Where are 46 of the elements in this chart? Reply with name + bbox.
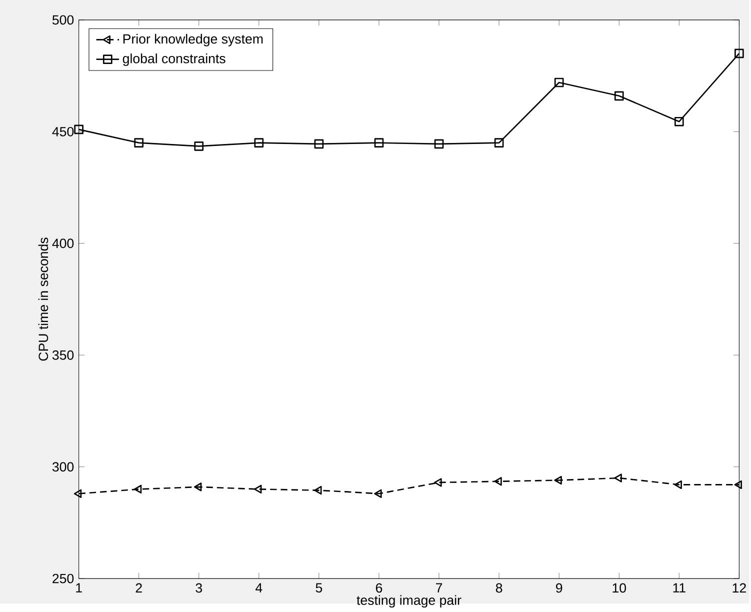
point (734, 48, 744, 58)
point (194, 142, 204, 151)
point (254, 138, 264, 148)
point (374, 489, 382, 498)
point (434, 478, 442, 487)
y-tick-label: 250 (52, 574, 74, 584)
y-tick-label: 500 (52, 15, 74, 25)
point (554, 476, 562, 485)
point (674, 116, 684, 126)
x-tick-label: 6 (376, 583, 382, 593)
point (314, 486, 322, 495)
x-tick-label: 5 (316, 583, 322, 593)
point (314, 139, 324, 149)
point (554, 78, 564, 88)
point (194, 482, 202, 492)
y-tick-label: 400 (52, 238, 74, 248)
y-tick-label: 450 (52, 126, 74, 136)
x-tick-label: 1 (76, 583, 82, 592)
x-tick-label: 10 (612, 583, 626, 593)
point (254, 484, 262, 494)
y-tick-label: 350 (52, 350, 74, 360)
point (434, 139, 444, 149)
point (134, 138, 144, 148)
point (734, 480, 742, 490)
point (674, 480, 682, 490)
x-tick-label: 9 (556, 583, 562, 593)
x-tick-label: 8 (496, 583, 502, 593)
y-axis-title: CPU time in seconds (38, 238, 48, 361)
x-tick-label: 2 (136, 583, 142, 593)
point (494, 138, 504, 148)
x-tick-label: 11 (673, 583, 686, 592)
x-tick-label: 12 (732, 583, 746, 593)
point (614, 91, 624, 101)
point (614, 474, 622, 482)
point (134, 484, 142, 494)
point (74, 489, 82, 498)
point (74, 124, 84, 134)
legend-label: global constraints (122, 54, 226, 66)
x-tick-label: 7 (436, 583, 442, 592)
y-tick-label: 300 (52, 462, 74, 472)
point (494, 477, 502, 486)
x-tick-label: 3 (196, 583, 202, 593)
legend-label: Prior knowledge system (123, 34, 263, 46)
x-axis-title: testing image pair (356, 595, 462, 608)
point (374, 138, 384, 148)
x-tick-label: 4 (256, 583, 262, 592)
